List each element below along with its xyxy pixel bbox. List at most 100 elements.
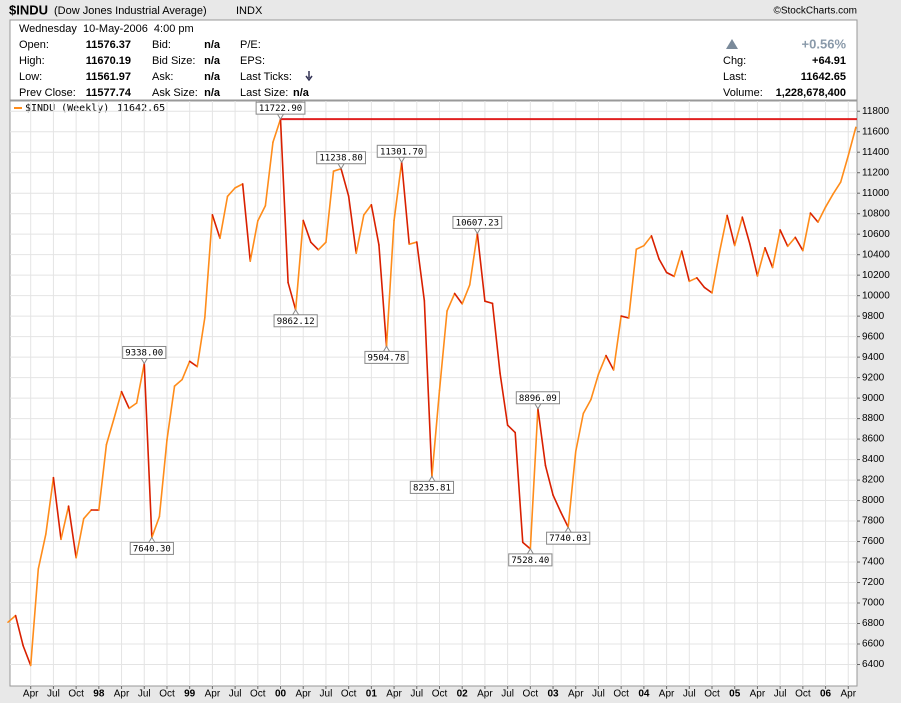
- field-label: Last:: [723, 71, 747, 83]
- legend-last: 11642.65: [117, 103, 165, 114]
- y-tick-label: 8000: [862, 495, 885, 506]
- field-value: 11642.65: [801, 71, 846, 83]
- annotation-box: [452, 215, 503, 229]
- line-segment: [499, 372, 509, 426]
- line-segment: [158, 439, 168, 518]
- annotation-box: [316, 151, 366, 165]
- y-tick-label: 9200: [862, 372, 885, 383]
- x-tick-label: Apr: [386, 689, 402, 700]
- line-segment: [385, 219, 395, 348]
- symbol: $INDU: [9, 2, 48, 17]
- field-label: Ask:: [152, 71, 173, 83]
- x-tick-label: Jul: [320, 689, 333, 700]
- annotation-label: 7528.40: [511, 556, 549, 566]
- x-tick-label: 99: [184, 689, 196, 700]
- line-segment: [665, 271, 675, 278]
- y-tick-label: 7800: [862, 516, 885, 527]
- line-segment: [824, 193, 834, 208]
- y-tick-label: 10000: [862, 290, 890, 301]
- line-segment: [378, 244, 388, 348]
- line-segment: [22, 644, 32, 667]
- field-label: Ask Size:: [152, 87, 198, 99]
- annotation-box: [546, 531, 591, 545]
- line-segment: [567, 450, 577, 528]
- line-segment: [506, 424, 516, 434]
- y-tick-label: 10400: [862, 249, 890, 260]
- field-label: Open:: [19, 39, 49, 51]
- line-segment: [733, 216, 744, 247]
- line-segment: [643, 235, 653, 247]
- line-segment: [771, 229, 781, 269]
- index-name: (Dow Jones Industrial Average): [54, 5, 207, 17]
- y-tick-label: 11400: [862, 147, 890, 158]
- line-segment: [393, 161, 403, 222]
- line-segment: [355, 214, 365, 255]
- line-segment: [52, 476, 62, 541]
- line-segment: [317, 241, 327, 251]
- line-segment: [658, 258, 668, 274]
- annotation-label: 7740.03: [549, 534, 587, 544]
- y-tick-label: 11800: [862, 106, 890, 117]
- x-tick-label: 98: [93, 689, 105, 700]
- x-tick-label: Oct: [68, 689, 84, 700]
- line-segment: [105, 417, 115, 446]
- line-segment: [332, 167, 342, 172]
- field-label: Low:: [19, 71, 42, 83]
- line-segment: [29, 568, 40, 667]
- annotation-box: [122, 345, 167, 359]
- datetime: Wednesday 10-May-2006 4:00 pm: [19, 23, 194, 35]
- line-segment: [272, 118, 282, 144]
- line-segment: [135, 362, 146, 404]
- annotation-pointer: [292, 308, 300, 316]
- x-tick-label: Jul: [501, 689, 514, 700]
- x-tick-label: Apr: [568, 689, 584, 700]
- line-segment: [241, 183, 252, 262]
- line-segment: [347, 195, 358, 255]
- x-tick-label: Oct: [795, 689, 811, 700]
- line-segment: [802, 212, 812, 252]
- line-segment: [181, 360, 191, 381]
- x-tick-label: Jul: [683, 689, 696, 700]
- line-segment: [362, 203, 373, 216]
- line-segment: [673, 250, 683, 278]
- line-segment: [627, 248, 638, 319]
- line-segment: [597, 354, 607, 376]
- field-label: High:: [19, 55, 45, 67]
- y-tick-label: 9400: [862, 352, 885, 363]
- change-pct: +0.56%: [802, 36, 847, 51]
- line-segment: [718, 214, 728, 253]
- line-segment: [204, 214, 214, 319]
- line-segment: [741, 216, 751, 245]
- y-tick-label: 7000: [862, 598, 885, 609]
- y-tick-label: 10200: [862, 270, 890, 281]
- line-segment: [431, 389, 441, 478]
- x-tick-label: Apr: [840, 689, 856, 700]
- field-value: n/a: [204, 39, 221, 51]
- line-segment: [817, 206, 827, 223]
- y-tick-label: 7200: [862, 577, 885, 588]
- line-segment: [688, 277, 698, 283]
- field-label: Bid Size:: [152, 55, 195, 67]
- line-segment: [650, 235, 660, 260]
- y-tick-label: 11600: [862, 126, 890, 137]
- field-value: n/a: [204, 55, 221, 67]
- y-tick-label: 7400: [862, 557, 885, 568]
- line-segment: [75, 517, 85, 559]
- exchange: INDX: [236, 5, 263, 17]
- line-segment: [340, 167, 350, 197]
- annotation-pointer: [473, 228, 481, 235]
- annotation-pointer: [428, 475, 436, 482]
- annotation-box: [376, 144, 427, 158]
- line-segment: [786, 236, 797, 248]
- line-segment: [120, 390, 130, 410]
- x-tick-label: Jul: [774, 689, 787, 700]
- annotation-pointer: [398, 157, 406, 164]
- y-tick-label: 6400: [862, 659, 885, 670]
- line-segment: [98, 443, 108, 511]
- x-tick-label: 00: [275, 689, 287, 700]
- x-tick-label: Jul: [592, 689, 605, 700]
- field-value: 11576.37: [86, 39, 131, 51]
- line-segment: [680, 250, 691, 283]
- x-tick-label: Apr: [23, 689, 39, 700]
- line-segment: [476, 232, 486, 302]
